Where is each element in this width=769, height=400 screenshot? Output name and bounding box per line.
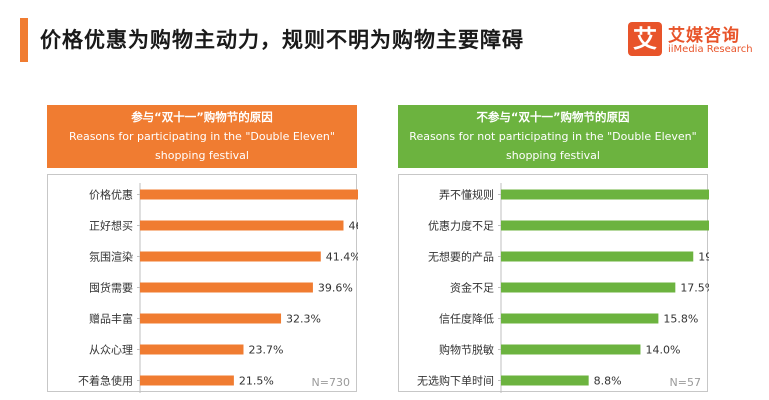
data-label: 14.0% — [645, 344, 680, 357]
bar — [501, 189, 709, 200]
bar — [501, 220, 709, 231]
right-chart-panel: 弄不懂规则22.8%优惠力度不足21.1%无想要的产品19.3%资金不足17.5… — [398, 174, 709, 393]
bar — [140, 189, 358, 200]
data-label: 39.6% — [318, 282, 353, 295]
category-label: 赠品丰富 — [89, 312, 133, 326]
data-label: 8.8% — [594, 375, 622, 388]
bar — [501, 251, 694, 262]
bar — [140, 344, 244, 355]
data-label: 15.8% — [663, 313, 698, 326]
data-label: 21.5% — [239, 375, 274, 388]
bar — [501, 313, 659, 324]
right-chart-subtitle: Reasons for not participating in the "Do… — [409, 130, 697, 162]
right-chart-title: 不参与“双十一”购物节的原因 — [476, 110, 630, 124]
data-label: 41.4% — [326, 251, 358, 264]
bar — [140, 251, 321, 262]
right-sample-size: N=57 — [669, 376, 701, 389]
logo-cn-text: 艾媒咨询 — [668, 26, 740, 46]
left-chart-title: 参与“双十一”购物节的原因 — [131, 110, 273, 124]
right-panel-header: 不参与“双十一”购物节的原因 Reasons for not participa… — [398, 105, 708, 168]
left-panel-header: 参与“双十一”购物节的原因 Reasons for participating … — [47, 105, 357, 168]
bar — [501, 344, 641, 355]
category-label: 囤货需要 — [89, 281, 133, 295]
title-accent-bar — [20, 18, 28, 62]
category-label: 正好想买 — [89, 219, 133, 233]
iimedia-logo: 艾 艾媒咨询 iiMedia Research — [628, 22, 760, 60]
category-label: 从众心理 — [89, 344, 133, 357]
bar — [140, 313, 282, 324]
left-sample-size: N=730 — [311, 376, 350, 389]
data-label: 32.3% — [286, 313, 321, 326]
logo-en-text: iiMedia Research — [668, 44, 753, 55]
data-label: 23.7% — [248, 344, 283, 357]
bar — [501, 282, 676, 293]
category-label: 购物节脱敏 — [439, 343, 494, 357]
category-label: 无想要的产品 — [428, 250, 494, 264]
left-chart-subtitle: Reasons for participating in the "Double… — [69, 130, 335, 162]
bar — [140, 220, 344, 231]
category-label: 不着急使用 — [78, 374, 133, 388]
page-title: 价格优惠为购物主动力，规则不明为购物主要障碍 — [40, 28, 524, 52]
category-label: 价格优惠 — [89, 188, 133, 202]
category-label: 信任度降低 — [439, 312, 494, 326]
category-label: 氛围渲染 — [89, 250, 133, 264]
left-chart-panel: 价格优惠52.3%正好想买46.6%氛围渲染41.4%囤货需要39.6%赠品丰富… — [47, 174, 358, 393]
category-label: 资金不足 — [450, 281, 494, 295]
bar — [140, 282, 313, 293]
right-bar-chart: 弄不懂规则22.8%优惠力度不足21.1%无想要的产品19.3%资金不足17.5… — [417, 183, 709, 393]
data-label: 46.6% — [348, 220, 358, 233]
bar — [140, 375, 234, 386]
category-label: 弄不懂规则 — [439, 188, 494, 202]
category-label: 无选购下单时间 — [417, 374, 494, 388]
data-label: 19.3% — [698, 251, 709, 264]
data-label: 17.5% — [680, 282, 709, 295]
bar — [501, 375, 589, 386]
category-label: 优惠力度不足 — [428, 219, 494, 233]
logo-mark: 艾 — [628, 22, 662, 56]
left-bar-chart: 价格优惠52.3%正好想买46.6%氛围渲染41.4%囤货需要39.6%赠品丰富… — [78, 183, 358, 393]
